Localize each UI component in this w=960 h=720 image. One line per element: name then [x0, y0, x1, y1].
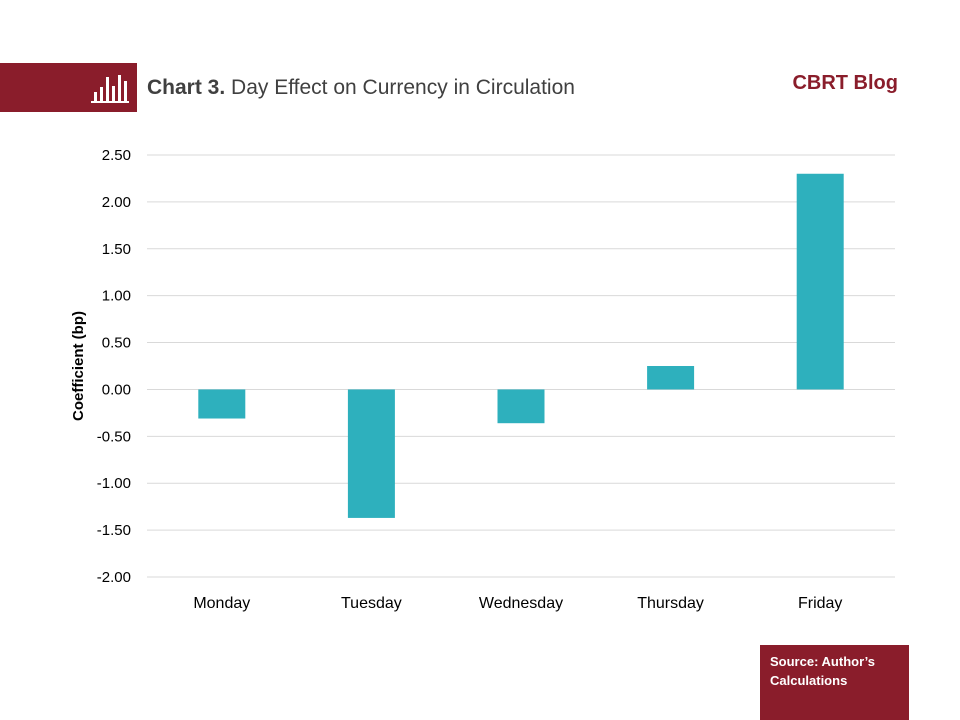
y-tick-label: 1.00: [102, 288, 131, 305]
y-tick-label: -2.00: [97, 569, 131, 586]
brand-label: CBRT Blog: [792, 72, 898, 94]
y-tick-label: 0.50: [102, 335, 131, 352]
y-tick-label: 2.00: [102, 194, 131, 211]
bar-tuesday: [347, 389, 395, 518]
bar-monday: [198, 389, 246, 419]
chart-title: Chart 3. Day Effect on Currency in Circu…: [147, 76, 575, 100]
bar-chart-icon: [91, 75, 129, 103]
x-tick-label: Monday: [193, 595, 250, 612]
x-tick-label: Thursday: [637, 595, 704, 612]
x-tick-label: Wednesday: [479, 595, 563, 612]
y-tick-label: 1.50: [102, 241, 131, 258]
y-tick-label: -1.50: [97, 522, 131, 539]
bar-friday: [796, 173, 844, 390]
bar-wednesday: [497, 389, 545, 424]
y-tick-label: 2.50: [102, 147, 131, 164]
chart-title-lead: Chart 3.: [147, 76, 226, 99]
y-tick-label: 0.00: [102, 381, 131, 398]
x-tick-label: Tuesday: [341, 595, 402, 612]
y-tick-label: -0.50: [97, 428, 131, 445]
header-band: [0, 63, 137, 112]
source-note: Source: Author’s Calculations: [760, 645, 909, 720]
y-axis-title: Coefficient (bp): [70, 311, 87, 421]
x-tick-label: Friday: [798, 595, 842, 612]
bar-thursday: [647, 366, 695, 390]
y-tick-label: -1.00: [97, 475, 131, 492]
chart-title-text: Day Effect on Currency in Circulation: [231, 76, 575, 99]
